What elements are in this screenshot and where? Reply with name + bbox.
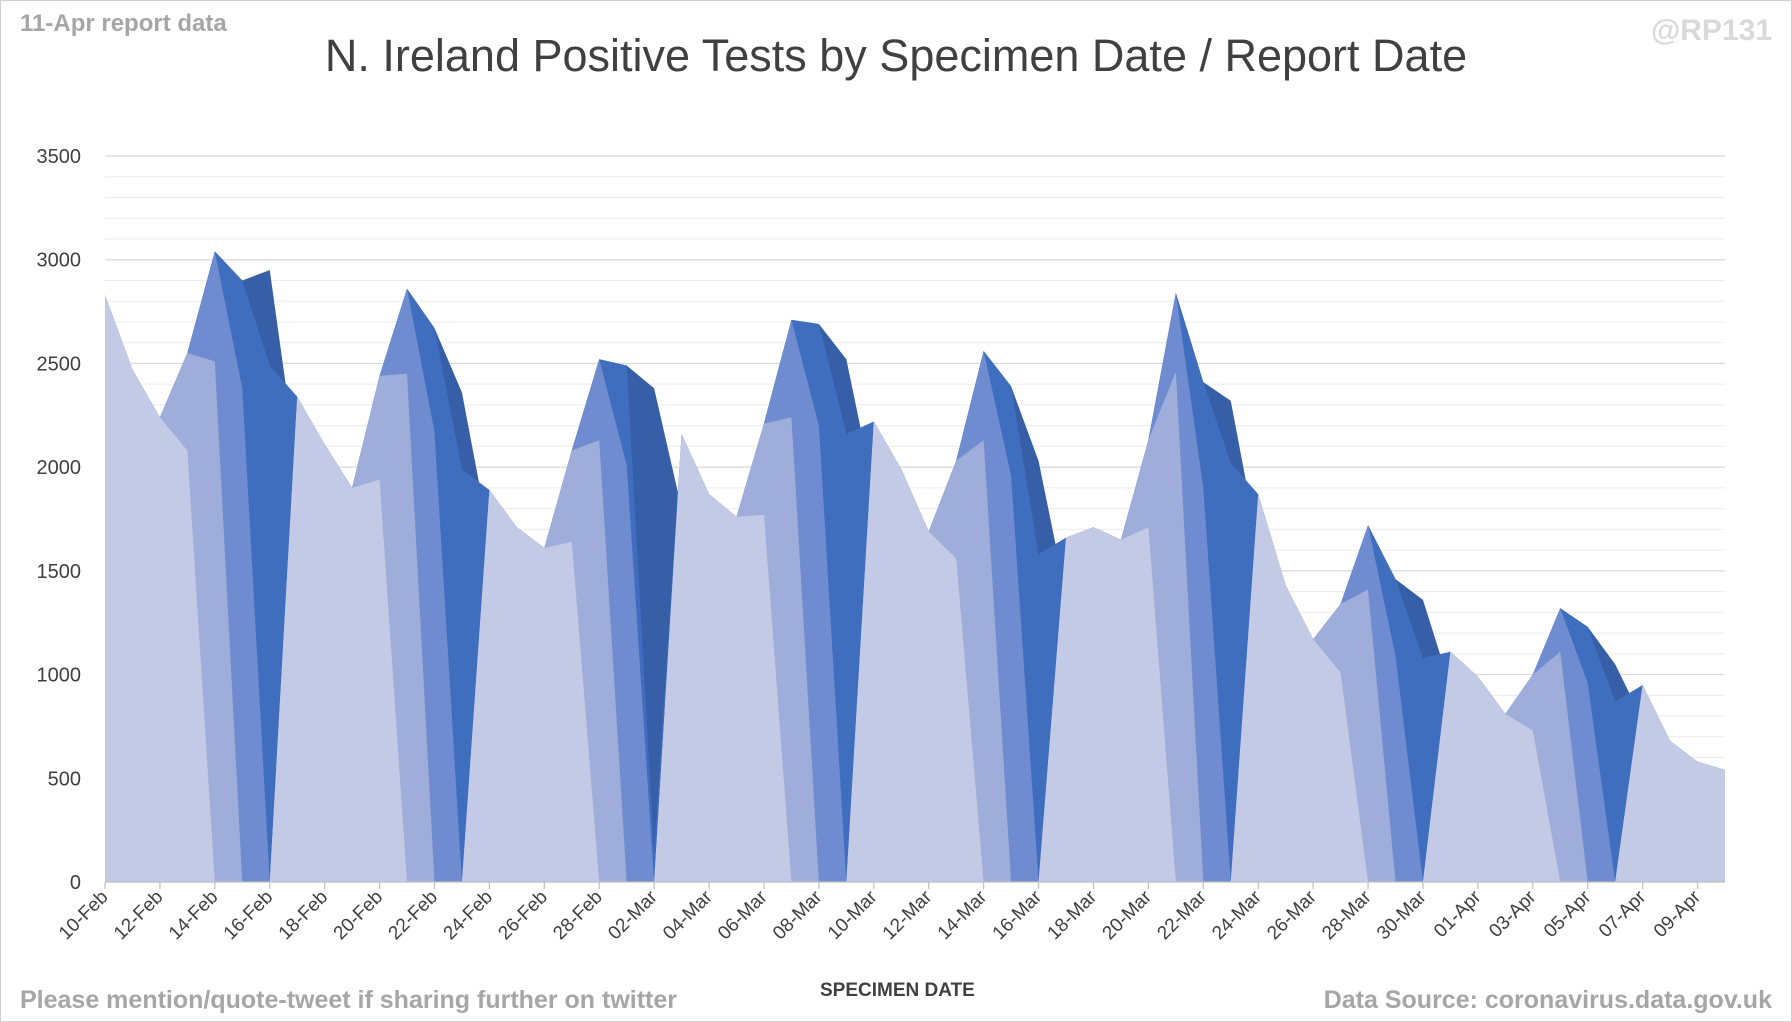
y-tick-label: 0 <box>70 872 81 894</box>
y-tick-label: 2000 <box>37 457 82 479</box>
x-tick-label: 22-Mar <box>1153 886 1211 944</box>
x-tick-label: 01-Apr <box>1430 886 1486 942</box>
area-light <box>105 294 1725 883</box>
x-tick-label: 18-Feb <box>275 887 332 944</box>
x-tick-label: 14-Feb <box>165 887 222 944</box>
x-tick-label: 10-Feb <box>55 887 112 944</box>
author-handle: @RP131 <box>1651 14 1772 47</box>
x-tick-label: 24-Mar <box>1208 886 1266 944</box>
x-tick-label: 12-Feb <box>110 887 167 944</box>
x-tick-label: 26-Feb <box>494 887 551 944</box>
y-tick-label: 500 <box>48 768 81 790</box>
x-tick-label: 24-Feb <box>440 887 497 944</box>
y-tick-label: 3000 <box>37 250 82 272</box>
y-tick-labels: 0 500 1000 1500 2000 2500 3000 3500 <box>37 146 82 894</box>
x-tick-label: 07-Apr <box>1595 886 1651 942</box>
x-tick-label: 22-Feb <box>385 887 442 944</box>
x-tick-labels: 10-Feb12-Feb14-Feb16-Feb18-Feb20-Feb22-F… <box>55 886 1705 944</box>
x-tick-label: 06-Mar <box>714 886 772 944</box>
y-tick-label: 2500 <box>37 353 82 375</box>
axes <box>104 881 1725 889</box>
x-tick-label: 26-Mar <box>1263 886 1321 944</box>
x-tick-label: 04-Mar <box>659 886 717 944</box>
data-source-note: Data Source: coronavirus.data.gov.uk <box>1323 986 1772 1014</box>
x-tick-label: 05-Apr <box>1540 886 1596 942</box>
chart-title: N. Ireland Positive Tests by Specimen Da… <box>324 30 1468 81</box>
x-tick-label: 02-Mar <box>604 886 662 944</box>
x-tick-label: 28-Mar <box>1318 886 1376 944</box>
x-axis-label: SPECIMEN DATE <box>820 980 975 1001</box>
y-tick-label: 1500 <box>37 561 82 583</box>
x-tick-label: 12-Mar <box>879 886 937 944</box>
x-tick-label: 28-Feb <box>549 887 606 944</box>
y-tick-label: 1000 <box>37 665 82 687</box>
x-tick-label: 10-Mar <box>824 886 882 944</box>
x-tick-label: 08-Mar <box>769 886 827 944</box>
y-tick-label: 3500 <box>37 146 82 168</box>
x-tick-label: 18-Mar <box>1044 886 1102 944</box>
area-layers <box>105 251 1725 883</box>
x-tick-label: 30-Mar <box>1373 886 1431 944</box>
x-tick-label: 20-Mar <box>1099 886 1157 944</box>
x-tick-label: 16-Feb <box>220 887 277 944</box>
x-tick-label: 20-Feb <box>330 887 387 944</box>
share-note: Please mention/quote-tweet if sharing fu… <box>20 986 678 1014</box>
x-tick-label: 09-Apr <box>1650 886 1706 942</box>
x-tick-label: 03-Apr <box>1485 886 1541 942</box>
report-date-note: 11-Apr report data <box>20 10 227 37</box>
x-tick-label: 16-Mar <box>989 886 1047 944</box>
x-tick-label: 14-Mar <box>934 886 992 944</box>
